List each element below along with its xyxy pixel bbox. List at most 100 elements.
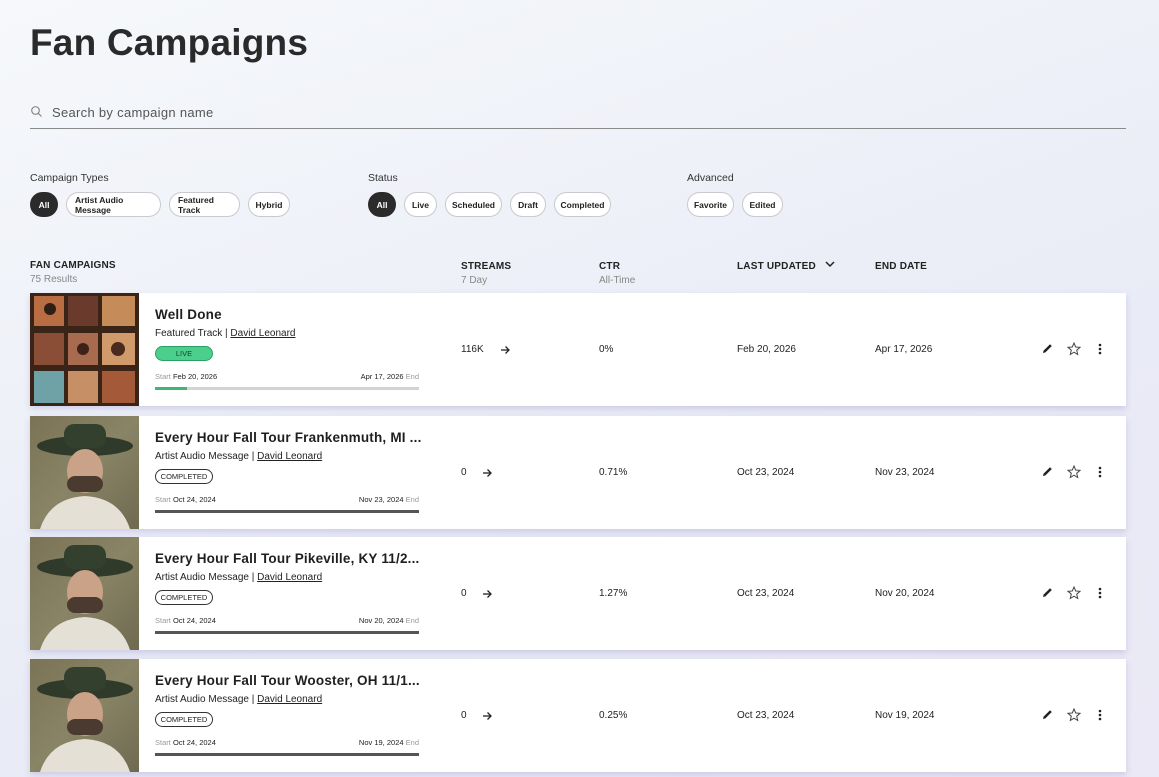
column-streams[interactable]: STREAMS 7 Day [461, 261, 511, 286]
start-label: Start [155, 616, 171, 625]
last-updated-value: Feb 20, 2026 [737, 344, 796, 355]
progress-fill [155, 387, 187, 390]
ctr-subheader: All-Time [599, 275, 636, 286]
end-label: End [405, 616, 419, 625]
artist-link[interactable]: David Leonard [257, 451, 323, 462]
end-date: Nov 23, 2024 [358, 495, 404, 504]
date-range: Start Oct 24, 2024 Nov 19, 2024 End [155, 738, 419, 747]
last-updated-value: Oct 23, 2024 [737, 588, 795, 599]
campaign-title[interactable]: Well Done [155, 307, 222, 322]
ctr-value: 0.25% [599, 710, 628, 721]
page-title: Fan Campaigns [30, 22, 309, 63]
column-fan-campaigns: FAN CAMPAIGNS 75 Results [30, 260, 116, 285]
more-vertical-icon[interactable] [1096, 586, 1104, 600]
table-row[interactable]: Every Hour Fall Tour Pikeville, KY 11/2.… [30, 537, 1126, 650]
end-label: End [405, 495, 419, 504]
ctr-header: CTR [599, 261, 621, 272]
more-vertical-icon[interactable] [1096, 708, 1104, 722]
column-ctr[interactable]: CTR All-Time [599, 261, 635, 286]
campaign-artwork [30, 416, 139, 529]
last-updated-value: Oct 23, 2024 [737, 710, 795, 721]
chip-favorite[interactable]: Favorite [687, 192, 734, 217]
streams-value: 0 [461, 588, 467, 599]
chip-type-all[interactable]: All [30, 192, 58, 217]
start-date: Feb 20, 2026 [172, 372, 218, 381]
end-date-header: END DATE [875, 261, 927, 272]
streams-value: 0 [461, 710, 467, 721]
table-row[interactable]: Well Done Featured Track | David Leonard… [30, 293, 1126, 406]
arrow-right-icon[interactable] [500, 345, 511, 355]
filter-label: Advanced [687, 172, 734, 184]
progress-fill [155, 631, 419, 634]
pencil-icon[interactable] [1041, 586, 1054, 599]
more-vertical-icon[interactable] [1096, 465, 1104, 479]
streams-subheader: 7 Day [461, 275, 488, 286]
chip-type-featured-track[interactable]: Featured Track [169, 192, 240, 217]
start-date: Oct 24, 2024 [172, 738, 216, 747]
pencil-icon[interactable] [1041, 465, 1054, 478]
campaign-type: Artist Audio Message [155, 451, 249, 462]
artist-link[interactable]: David Leonard [230, 328, 296, 339]
column-end-date[interactable]: END DATE [875, 261, 927, 272]
artist-link[interactable]: David Leonard [257, 572, 323, 583]
end-date-value: Nov 19, 2024 [875, 710, 935, 721]
table-row[interactable]: Every Hour Fall Tour Frankenmuth, MI ...… [30, 416, 1126, 529]
star-outline-icon[interactable] [1067, 465, 1081, 479]
ctr-value: 0.71% [599, 467, 628, 478]
campaign-subtitle: Artist Audio Message | David Leonard [155, 694, 323, 705]
campaign-types-filter: Campaign Types All Artist Audio Message … [30, 172, 290, 217]
start-label: Start [155, 495, 171, 504]
status-badge: COMPLETED [155, 712, 213, 727]
chip-type-artist-audio-message[interactable]: Artist Audio Message [66, 192, 161, 217]
status-badge: LIVE [155, 346, 213, 361]
start-label: Start [155, 372, 171, 381]
progress-bar [155, 753, 419, 756]
star-outline-icon[interactable] [1067, 586, 1081, 600]
arrow-right-icon[interactable] [482, 711, 493, 721]
column-last-updated[interactable]: LAST UPDATED [737, 261, 835, 272]
search-bar [30, 102, 1126, 129]
start-label: Start [155, 738, 171, 747]
chip-status-live[interactable]: Live [404, 192, 437, 217]
arrow-right-icon[interactable] [482, 589, 493, 599]
end-date: Nov 20, 2024 [358, 616, 404, 625]
pencil-icon[interactable] [1041, 708, 1054, 721]
chevron-down-icon[interactable] [825, 261, 835, 268]
chip-status-all[interactable]: All [368, 192, 396, 217]
chip-edited[interactable]: Edited [742, 192, 783, 217]
date-range: Start Oct 24, 2024 Nov 20, 2024 End [155, 616, 419, 625]
last-updated-header: LAST UPDATED [737, 261, 816, 272]
star-outline-icon[interactable] [1067, 708, 1081, 722]
end-date: Apr 17, 2026 [360, 372, 404, 381]
campaign-title[interactable]: Every Hour Fall Tour Frankenmuth, MI ... [155, 430, 422, 445]
artist-link[interactable]: David Leonard [257, 694, 323, 705]
campaign-subtitle: Featured Track | David Leonard [155, 328, 296, 339]
campaign-artwork [30, 537, 139, 650]
pencil-icon[interactable] [1041, 342, 1054, 355]
end-date-value: Nov 23, 2024 [875, 467, 935, 478]
chip-status-scheduled[interactable]: Scheduled [445, 192, 502, 217]
chip-type-hybrid[interactable]: Hybrid [248, 192, 290, 217]
search-input[interactable] [52, 104, 1052, 120]
more-vertical-icon[interactable] [1096, 342, 1104, 356]
table-row[interactable]: Every Hour Fall Tour Wooster, OH 11/1...… [30, 659, 1126, 772]
progress-bar [155, 387, 419, 390]
chip-status-draft[interactable]: Draft [510, 192, 546, 217]
campaign-subtitle: Artist Audio Message | David Leonard [155, 451, 323, 462]
campaign-artwork [30, 659, 139, 772]
status-filter: Status All Live Scheduled Draft Complete… [368, 172, 611, 217]
arrow-right-icon[interactable] [482, 468, 493, 478]
campaign-title[interactable]: Every Hour Fall Tour Pikeville, KY 11/2.… [155, 551, 420, 566]
chip-status-completed[interactable]: Completed [554, 192, 611, 217]
end-date: Nov 19, 2024 [358, 738, 404, 747]
streams-value: 0 [461, 467, 467, 478]
filter-label: Campaign Types [30, 172, 109, 184]
campaign-artwork [30, 293, 139, 406]
ctr-value: 0% [599, 344, 614, 355]
star-outline-icon[interactable] [1067, 342, 1081, 356]
status-badge: COMPLETED [155, 590, 213, 605]
date-range: Start Feb 20, 2026 Apr 17, 2026 End [155, 372, 419, 381]
campaign-title[interactable]: Every Hour Fall Tour Wooster, OH 11/1... [155, 673, 420, 688]
search-icon [31, 106, 42, 117]
campaign-type: Artist Audio Message [155, 572, 249, 583]
